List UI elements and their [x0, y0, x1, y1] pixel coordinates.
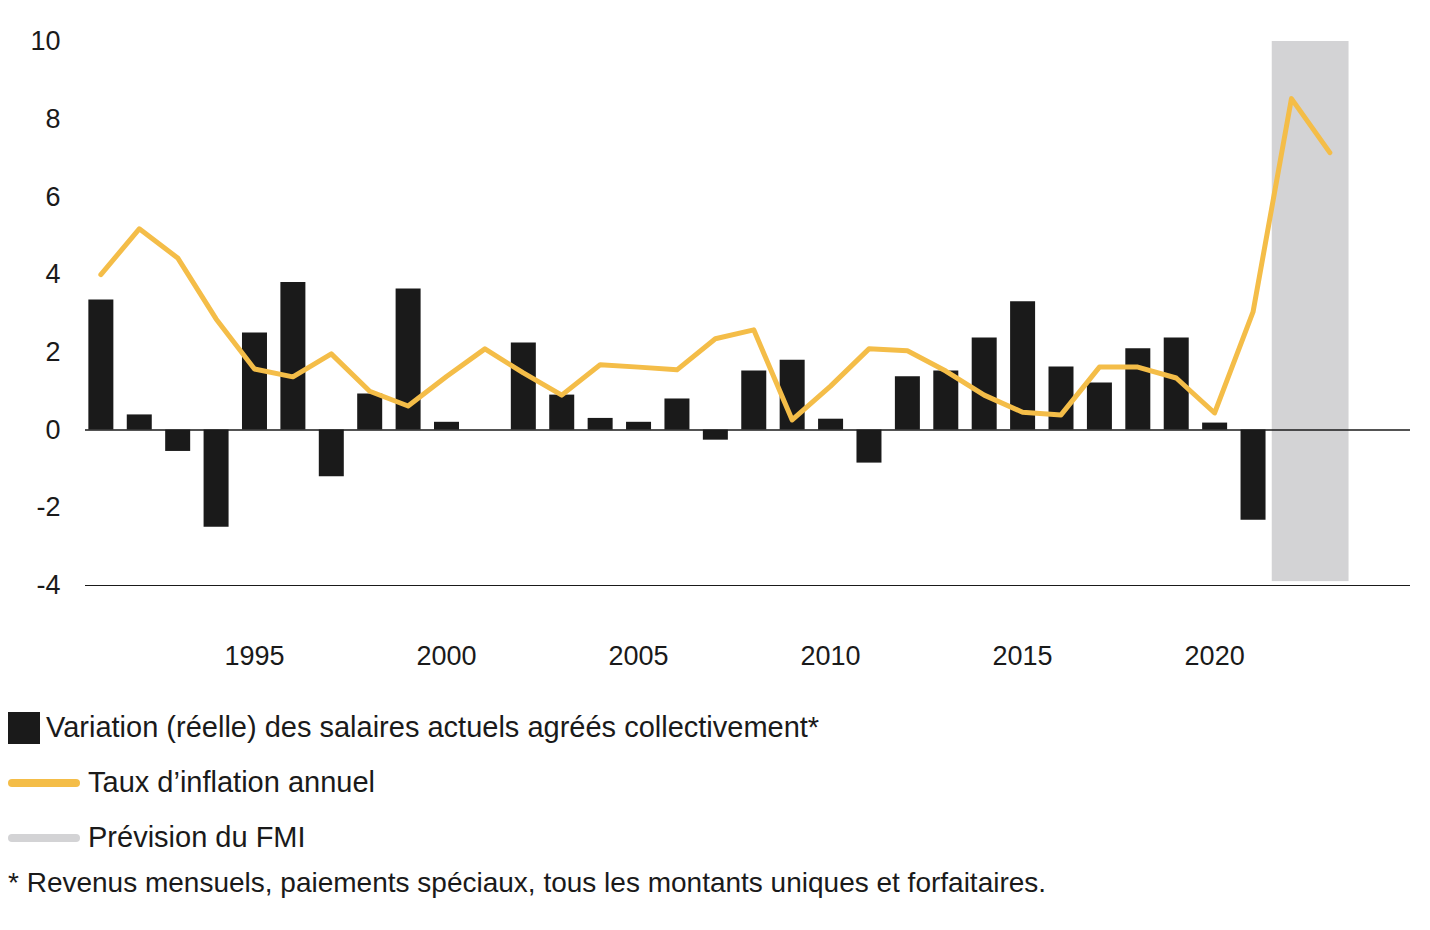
- svg-text:4: 4: [45, 259, 60, 289]
- svg-text:2000: 2000: [416, 641, 476, 671]
- svg-text:8: 8: [45, 104, 60, 134]
- svg-text:2015: 2015: [993, 641, 1053, 671]
- html-text:* Revenus mensuels, paiements: * Revenus mensuels, paiements spéciaux, …: [8, 867, 1047, 898]
- svg-text:1995: 1995: [224, 641, 284, 671]
- svg-text:2020: 2020: [1185, 641, 1245, 671]
- svg-text:6: 6: [45, 182, 60, 212]
- html-text:Prévision du FMI: Prévision du FMI: [88, 821, 306, 853]
- html-text:Taux d’inflation annuel: Taux d’inflation annuel: [88, 766, 375, 798]
- svg-text:2: 2: [45, 337, 60, 367]
- svg-text:2005: 2005: [609, 641, 669, 671]
- svg-text:-4: -4: [36, 570, 60, 600]
- html-text:Variation (réelle) des salaire: Variation (réelle) des salaires actuels …: [46, 711, 820, 743]
- svg-text:2010: 2010: [801, 641, 861, 671]
- svg-text:10: 10: [30, 26, 60, 56]
- svg-text:-2: -2: [36, 492, 60, 522]
- svg-text:0: 0: [45, 415, 60, 445]
